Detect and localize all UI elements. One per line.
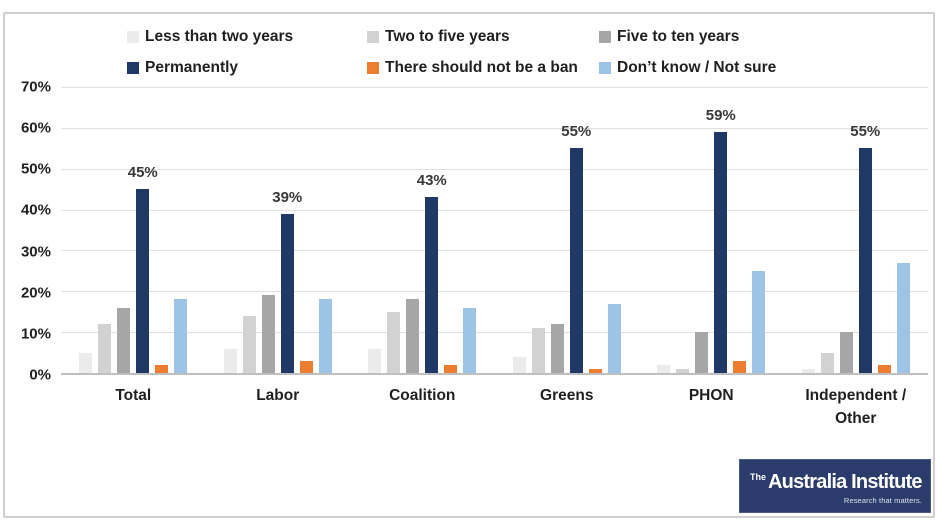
logo-wordmark: The Australia Institute: [750, 471, 923, 493]
bar: [733, 360, 747, 373]
logo-name: Australia Institute: [768, 471, 923, 493]
bar: [657, 364, 671, 373]
bar-value-label: 43%: [416, 172, 447, 190]
legend-label: Five to ten years: [617, 28, 740, 45]
legend-item: Don’t know / Not sure: [599, 56, 923, 80]
legend-label: Two to five years: [385, 28, 510, 45]
bar: [98, 323, 112, 373]
gridline: [61, 87, 928, 88]
bar-group: 55%: [495, 87, 640, 373]
bar: [444, 364, 458, 373]
logo-the-prefix: The: [750, 472, 767, 482]
bar: 55%: [850, 123, 880, 373]
bar: [242, 315, 256, 373]
y-tick-label: 50%: [20, 160, 51, 178]
chart-area: 70% 60% 50% 40% 30% 20% 10% 0% 45% 39% 43% 55% 59% 5…: [5, 79, 933, 384]
bar: [801, 368, 815, 373]
legend-swatch-icon: [599, 62, 611, 74]
bar: [531, 328, 545, 373]
bar: [223, 348, 237, 373]
bar: [607, 303, 621, 373]
y-axis: 70% 60% 50% 40% 30% 20% 10% 0%: [5, 79, 61, 384]
category-label: Labor: [256, 387, 300, 404]
bar: [512, 356, 526, 373]
bar: [261, 295, 275, 373]
legend-label: Less than two years: [145, 28, 294, 45]
bar: [896, 262, 910, 373]
bar: [550, 323, 564, 373]
bar-value-label: 39%: [272, 188, 303, 206]
legend-item: Two to five years: [367, 25, 599, 49]
bar: 55%: [561, 123, 591, 373]
bar: 39%: [272, 189, 302, 373]
bar: 43%: [417, 172, 447, 373]
bar-groups: 45% 39% 43% 55% 59% 55%: [61, 87, 928, 373]
bar: [79, 352, 93, 373]
bar: [463, 307, 477, 373]
legend-label: Don’t know / Not sure: [617, 59, 777, 76]
bar-group: 45%: [61, 87, 206, 373]
bar: 45%: [128, 164, 158, 373]
bar: [839, 332, 853, 373]
y-tick-label: 40%: [20, 201, 51, 219]
y-tick-label: 20%: [20, 284, 51, 302]
legend-item: Five to ten years: [599, 25, 923, 49]
bar: [368, 348, 382, 373]
bar: [155, 364, 169, 373]
bar: [752, 270, 766, 373]
bar: [676, 368, 690, 373]
plot-area: 45% 39% 43% 55% 59% 55%: [61, 87, 928, 375]
bar-value-label: 55%: [850, 123, 881, 141]
bar: [588, 368, 602, 373]
gridline: [61, 332, 928, 334]
bar-value-label: 55%: [561, 123, 592, 141]
gridline: [61, 127, 928, 129]
bar-value-label: 59%: [705, 106, 736, 124]
legend-swatch-icon: [367, 62, 379, 74]
logo-tagline: Research that matters.: [843, 496, 922, 505]
legend-item: There should not be a ban: [367, 56, 599, 80]
bar-group: 59%: [639, 87, 784, 373]
category-label: Independent / Other: [805, 387, 907, 428]
bar: [877, 364, 891, 373]
category-label: PHON: [688, 387, 734, 404]
bar: [117, 307, 131, 373]
y-tick-label: 70%: [20, 78, 51, 96]
bar: [299, 360, 313, 373]
bar: [387, 311, 401, 373]
category-label: Total: [115, 387, 152, 404]
legend-item: Less than two years: [127, 25, 367, 49]
y-tick-label: 10%: [20, 325, 51, 343]
chart-legend: Less than two years Two to five years Five…: [127, 25, 923, 80]
bar: [318, 299, 332, 373]
legend-label: There should not be a ban: [385, 59, 578, 76]
legend-swatch-icon: [127, 31, 139, 43]
bar: [174, 299, 188, 373]
bar: 59%: [706, 107, 736, 373]
y-tick-label: 0%: [29, 366, 51, 384]
bar-group: 55%: [784, 87, 929, 373]
bar: [820, 352, 834, 373]
gridline: [61, 209, 928, 211]
legend-swatch-icon: [127, 62, 139, 74]
bar-group: 39%: [206, 87, 351, 373]
legend-label: Permanently: [145, 59, 239, 76]
legend-item: Permanently: [127, 56, 367, 80]
legend-swatch-icon: [367, 31, 379, 43]
bar: [695, 332, 709, 373]
legend-swatch-icon: [599, 31, 611, 43]
category-label: Coalition: [389, 387, 456, 404]
bar: [406, 299, 420, 373]
chart-frame: Less than two years Two to five years Five…: [3, 12, 935, 518]
bar-group: 43%: [350, 87, 495, 373]
bar-value-label: 45%: [127, 164, 158, 182]
y-tick-label: 30%: [20, 243, 51, 261]
category-label: Greens: [540, 387, 594, 404]
x-axis-labels: Total Labor Coalition Greens PHON Independent…: [61, 384, 928, 431]
gridline: [61, 250, 928, 252]
gridline: [61, 168, 928, 170]
australia-institute-logo: The Australia Institute Research that mat…: [739, 459, 931, 513]
gridline: [61, 291, 928, 293]
y-tick-label: 60%: [20, 119, 51, 137]
